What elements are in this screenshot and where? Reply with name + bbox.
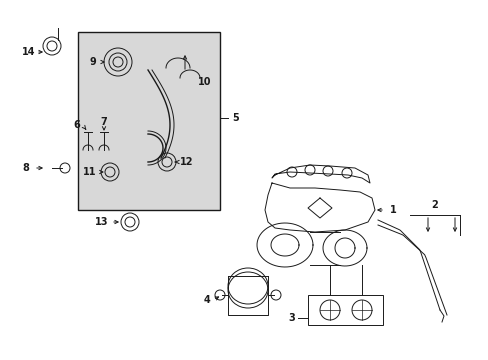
Text: 11: 11	[82, 167, 96, 177]
Text: 14: 14	[22, 47, 36, 57]
Text: 5: 5	[231, 113, 238, 123]
Text: 7: 7	[101, 117, 107, 127]
Text: 3: 3	[287, 313, 294, 323]
Bar	[307, 295, 382, 325]
Text: 4: 4	[203, 295, 209, 305]
Text: 2: 2	[431, 200, 437, 210]
Text: 10: 10	[198, 77, 211, 87]
Text: 8: 8	[22, 163, 29, 173]
Text: 9: 9	[89, 57, 96, 67]
Text: 1: 1	[389, 205, 396, 215]
Text: 6: 6	[73, 120, 80, 130]
Text: 13: 13	[94, 217, 108, 227]
Text: 12: 12	[180, 157, 193, 167]
Bar	[78, 32, 220, 210]
